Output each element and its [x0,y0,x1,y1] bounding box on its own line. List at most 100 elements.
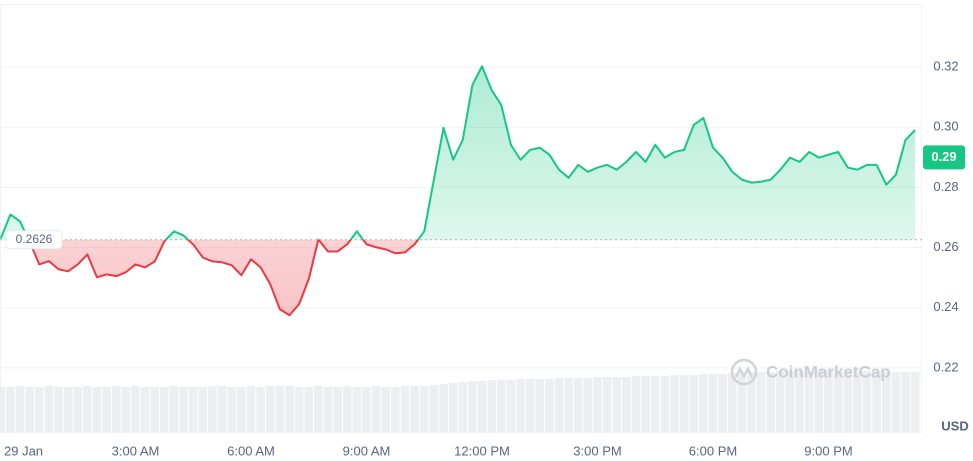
volume-bar [83,386,92,432]
y-tick-label: 0.30 [933,119,958,134]
volume-bar [63,387,73,432]
y-tick-label: 0.28 [933,179,958,194]
volume-bar [304,387,314,432]
x-tick-label: 9:00 PM [804,443,852,458]
baseline-label-box [5,230,63,250]
volume-bar [198,387,208,432]
volume-bar [814,370,824,432]
current-price-box [923,145,965,170]
volume-bar [891,372,901,432]
volume-bar [381,387,391,432]
volume-bar [766,372,776,432]
y-tick-label: 0.24 [933,299,958,314]
volume-bar [708,374,718,432]
volume-bar [92,387,102,432]
volume-bar [285,386,294,432]
volume-bar [294,387,304,432]
volume-bar [670,375,679,432]
volume-bar [747,372,756,432]
volume-bar [102,387,111,432]
volume-bar [853,371,862,432]
volume-bar [0,387,6,432]
volume-bar [901,372,910,432]
volume-bar [622,377,631,432]
volume-bar [188,387,198,432]
volume-bar [6,387,15,432]
plot: 0.2626 [0,65,922,317]
volume-bar [34,387,44,432]
volume-bar [391,387,400,432]
volume-bar [679,375,689,432]
y-tick-label: 0.26 [933,239,958,254]
volume-bar [804,371,814,432]
y-axis-unit: USD [941,418,968,433]
volume-bar [496,380,506,432]
x-tick-label: 12:00 PM [454,443,510,458]
volume-bar [872,371,881,432]
volume-bar [718,374,727,432]
volume-bar [131,386,140,432]
volume-bar [208,386,217,432]
volume-bar [862,371,872,432]
x-tick-label: 6:00 PM [689,443,737,458]
volume-bar [314,386,323,432]
volume-bar [881,372,891,432]
volume-bar [843,370,853,432]
volume-bar [342,386,352,432]
volume-bar [641,376,650,432]
x-tick-label: 9:00 AM [343,443,391,458]
volume-bar [275,386,285,432]
volume-bar [487,380,496,432]
area-up [0,66,916,240]
volume-bar [439,384,448,432]
x-tick-label: 29 Jan [4,443,43,458]
volume-bar [15,386,25,432]
volume-bar [352,387,362,432]
y-tick-label: 0.22 [933,359,958,374]
volume-bar [795,371,804,432]
volume-bar [410,386,419,432]
volume-bar [237,387,246,432]
volume-bar [140,387,150,432]
volume-bar [650,376,660,432]
volume-bar [545,379,554,432]
volume-bar [660,376,670,432]
volume-bar [727,373,737,432]
volume-bar [323,387,333,432]
volume-bar [573,378,583,432]
volume-bar [602,377,612,432]
volume-bar [910,372,920,432]
volume-bar [631,376,641,432]
volume-bar [535,379,545,432]
volume-bars [0,370,920,432]
volume-bar [477,381,487,432]
volume-bar [111,386,121,432]
volume-bar [54,387,63,432]
volume-bar [25,387,34,432]
volume-bar [160,387,169,432]
volume-bar [516,379,525,432]
volume-bar [612,377,622,432]
volume-bar [73,387,83,432]
volume-bar [227,387,237,432]
volume-bar [833,370,843,432]
watermark: CoinMarketCap [730,358,891,386]
volume-bar [525,379,535,432]
labels: 0.22 0.24 0.26 0.28 0.30 0.32 29 Jan 3:00 AM 6:0… [4,59,965,458]
x-tick-label: 3:00 AM [112,443,160,458]
volume-bar [699,374,708,432]
volume-bar [371,386,381,432]
volume-bar [448,383,458,432]
volume-bar [593,377,602,432]
volume-bar [217,386,227,432]
volume-bar [756,372,766,432]
price-line-down [27,239,420,317]
volume-bar [583,378,593,432]
volume-bar [400,386,410,432]
x-tick-label: 3:00 PM [573,443,621,458]
volume-bar [737,373,747,432]
volume-bar [429,385,439,432]
area-down [0,239,916,316]
volume-bar [333,387,342,432]
